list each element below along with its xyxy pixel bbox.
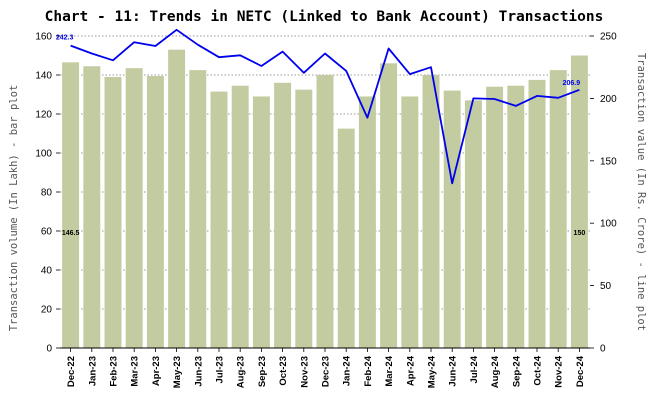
x-tick-label: Nov-23 [299, 356, 310, 388]
x-tick-label: May-24 [427, 355, 438, 388]
bar-Sep-23 [252, 96, 270, 348]
bar-Jul-24 [464, 100, 482, 348]
x-tick-label: Dec-23 [321, 356, 332, 387]
bar-Nov-24 [549, 70, 567, 348]
y-left-tick-label: 120 [35, 110, 52, 121]
y-left-tick-label: 80 [41, 188, 53, 199]
bar-Aug-23 [231, 85, 249, 348]
y-left-tick-label: 40 [41, 266, 53, 277]
bar-Feb-24 [358, 96, 376, 348]
bar-Jun-23 [189, 70, 207, 348]
bar-label-first: 146.5 [62, 230, 80, 237]
x-tick-label: Dec-24 [575, 355, 586, 387]
bar-Jan-23 [83, 66, 101, 348]
y-left-tick-label: 0 [46, 344, 52, 355]
plot-area: 0 20 40 60 80 100 120 140 160 0 50 100 150 200 250 Dec-… [35, 28, 617, 388]
y-axis-right-label: Transaction value (In Rs. Crore) - line … [635, 53, 647, 331]
bar-Dec-23 [316, 75, 334, 348]
x-tick-label: Dec-22 [66, 356, 77, 387]
bar-Sep-24 [507, 85, 525, 348]
y-left-tick-label: 160 [35, 32, 52, 43]
x-tick-label: Oct-24 [533, 355, 544, 385]
bar-Oct-23 [274, 82, 292, 349]
x-tick-label: Jul-23 [215, 356, 226, 383]
y-left-tick-label: 100 [35, 149, 52, 160]
x-tick-label: Nov-24 [554, 355, 565, 387]
line-series-value [70, 28, 580, 185]
bar-Jan-24 [337, 128, 355, 348]
x-tick-label: Jun-23 [193, 356, 204, 387]
bar-label-last: 150 [574, 230, 586, 237]
x-tick-label: Feb-24 [363, 355, 374, 386]
x-tick-label: Mar-24 [384, 355, 395, 386]
bar-Mar-23 [125, 68, 143, 349]
x-tick-label: Aug-23 [236, 356, 247, 388]
bar-Jul-23 [210, 91, 228, 348]
bar-Dec-22 [62, 62, 80, 348]
y-right-tick-label: 250 [600, 32, 617, 43]
bar-Apr-23 [146, 75, 164, 348]
y-right-tick-label: 100 [600, 219, 617, 230]
y-right-tick-label: 0 [600, 344, 606, 355]
y-right-tick-label: 150 [600, 156, 617, 167]
bar-Aug-24 [486, 86, 504, 348]
x-tick-label: Apr-24 [405, 355, 416, 386]
x-tick-label: Aug-24 [490, 355, 501, 388]
x-tick-label: Jun-24 [448, 355, 459, 386]
x-tick-label: Apr-23 [151, 356, 162, 386]
y-axis-left-label: Transaction volume (In Lakh) - bar plot [8, 85, 20, 332]
y-left-tick-label: 60 [41, 227, 53, 238]
x-tick-label: Sep-24 [511, 355, 522, 387]
bar-May-24 [422, 75, 440, 348]
bar-Nov-23 [295, 89, 313, 348]
bar-Jun-24 [443, 90, 461, 348]
line-label-last: 206.9 [563, 80, 581, 87]
y-right-tick-label: 200 [600, 94, 617, 105]
x-tick-label: Mar-23 [130, 356, 141, 387]
x-tick-label: Jan-24 [342, 355, 353, 386]
bar-Mar-24 [380, 63, 398, 349]
x-tick-label: Feb-23 [109, 356, 120, 387]
bar-May-23 [168, 49, 186, 349]
x-tick-label: Sep-23 [257, 356, 268, 387]
x-tick-label: Oct-23 [278, 356, 289, 386]
y-right-tick-label: 50 [600, 281, 612, 292]
bar-Dec-24 [570, 55, 588, 348]
x-tick-label: Jul-24 [469, 355, 480, 383]
x-tick-label: May-23 [172, 356, 183, 388]
bar-Feb-23 [104, 76, 122, 348]
bar-Apr-24 [401, 96, 419, 348]
y-left-tick-label: 20 [41, 305, 53, 316]
bar-Oct-24 [528, 79, 546, 348]
y-left-tick-label: 140 [35, 71, 52, 82]
line-label-first: 242.3 [56, 35, 74, 42]
x-tick-label: Jan-23 [87, 356, 98, 386]
chart-title: Chart - 11: Trends in NETC (Linked to Ba… [45, 9, 604, 25]
